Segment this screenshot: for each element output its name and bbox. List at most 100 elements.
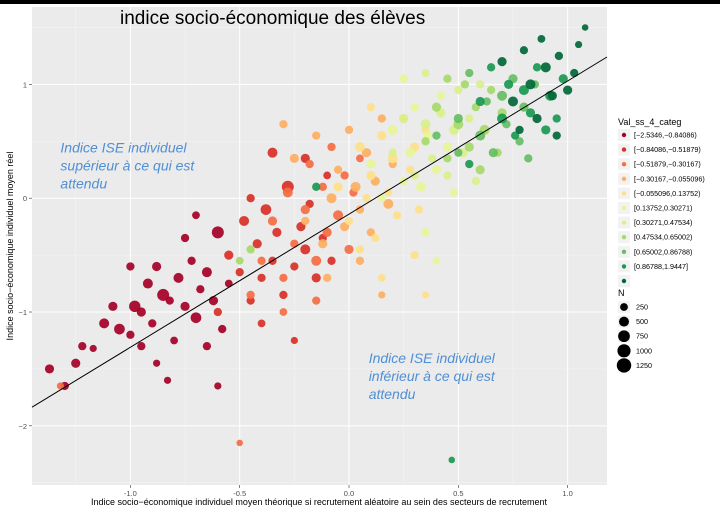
annotation-line: supérieur à ce qui est: [60, 158, 195, 174]
data-point: [449, 188, 459, 197]
data-point: [515, 125, 524, 135]
data-point: [323, 171, 332, 180]
annotation-text: Indice ISE individuel inférieur à ce qui …: [369, 350, 496, 402]
data-point: [387, 124, 398, 135]
data-point: [420, 119, 431, 130]
x-tick-label: 0.0: [344, 489, 354, 498]
data-point: [235, 256, 244, 265]
annotation-line: Indice ISE individuel: [369, 350, 496, 366]
data-point: [574, 40, 583, 49]
data-point: [482, 97, 491, 106]
data-point: [537, 34, 546, 43]
data-point: [289, 153, 299, 163]
data-point: [497, 90, 508, 101]
size-legend-swatch: [617, 344, 631, 358]
data-point: [354, 141, 365, 152]
data-point: [152, 261, 162, 272]
data-point: [239, 215, 250, 226]
data-point: [279, 273, 288, 283]
y-tick-label: 0: [23, 194, 27, 203]
data-point: [300, 244, 311, 255]
data-point: [267, 216, 278, 226]
data-point: [507, 96, 518, 107]
data-point: [453, 113, 463, 124]
data-point: [362, 194, 371, 203]
annotation-text: Indice ISE individuel supérieur à ce qui …: [60, 140, 195, 192]
data-point: [312, 296, 321, 305]
legend-label: [0.86788,1.9447]: [634, 262, 688, 271]
data-point: [246, 245, 255, 254]
data-point: [519, 46, 529, 55]
data-point: [163, 376, 172, 384]
data-point: [552, 114, 561, 123]
data-point: [464, 142, 474, 152]
data-point: [431, 165, 442, 175]
data-point: [421, 137, 430, 146]
data-point: [208, 296, 219, 306]
data-point: [272, 227, 282, 237]
data-point: [218, 324, 227, 334]
data-point: [327, 142, 336, 152]
legend-title: Val_ss_4_categ: [618, 117, 681, 127]
data-point: [460, 80, 470, 89]
data-point: [410, 250, 419, 260]
data-point: [142, 278, 153, 289]
y-tick-label: −2: [18, 422, 27, 431]
data-point: [465, 68, 474, 78]
data-point: [355, 245, 365, 254]
legend-swatch: [621, 162, 627, 167]
data-point: [279, 308, 288, 316]
data-point: [165, 296, 174, 305]
legend-label: [0.13752,0.30271): [634, 204, 692, 213]
data-point: [421, 291, 430, 299]
legend-label: [0.30271,0.47534): [634, 218, 692, 227]
data-point: [377, 131, 387, 141]
data-point: [511, 131, 520, 140]
data-point: [170, 336, 178, 345]
data-point: [552, 131, 561, 140]
data-point: [246, 194, 255, 203]
data-point: [224, 279, 233, 288]
data-point: [563, 85, 573, 95]
data-point: [187, 256, 196, 265]
data-point: [344, 244, 354, 255]
data-point: [443, 154, 452, 163]
data-point: [377, 273, 386, 282]
size-legend-swatch: [618, 316, 630, 327]
data-point: [318, 239, 328, 249]
data-point: [532, 63, 542, 72]
data-point: [196, 285, 205, 294]
data-point: [554, 51, 564, 61]
data-point: [137, 342, 146, 351]
data-point: [99, 318, 110, 329]
data-point: [344, 216, 354, 226]
data-point: [180, 233, 190, 243]
legend-label: [0.65002,0.86788): [634, 247, 692, 256]
legend-label: [−0.84086,−0.51879): [634, 145, 701, 154]
data-point: [148, 319, 157, 328]
data-point: [192, 211, 200, 220]
x-tick-label: -0.5: [233, 489, 246, 498]
x-axis-label: Indice socio−économique individuel moyen…: [91, 497, 548, 507]
data-point: [282, 187, 293, 198]
data-point: [246, 296, 255, 305]
data-point: [406, 165, 415, 174]
data-point: [78, 342, 87, 351]
data-point: [405, 148, 415, 158]
data-point: [421, 69, 430, 77]
data-point: [378, 291, 386, 299]
data-point: [201, 267, 212, 278]
legend-label: [−0.51879,−0.30167): [634, 160, 701, 169]
size-legend-label: 250: [636, 303, 648, 312]
legend-swatch: [621, 235, 627, 240]
data-point: [547, 91, 557, 101]
data-point: [515, 137, 524, 146]
data-point: [384, 188, 393, 197]
data-point: [486, 85, 496, 95]
data-point: [431, 102, 442, 112]
legend-label: [−0.30167,−0.055096): [634, 174, 705, 183]
data-point: [235, 268, 244, 277]
data-point: [301, 216, 310, 226]
annotation-line: attendu: [369, 386, 416, 402]
data-point: [371, 233, 380, 243]
